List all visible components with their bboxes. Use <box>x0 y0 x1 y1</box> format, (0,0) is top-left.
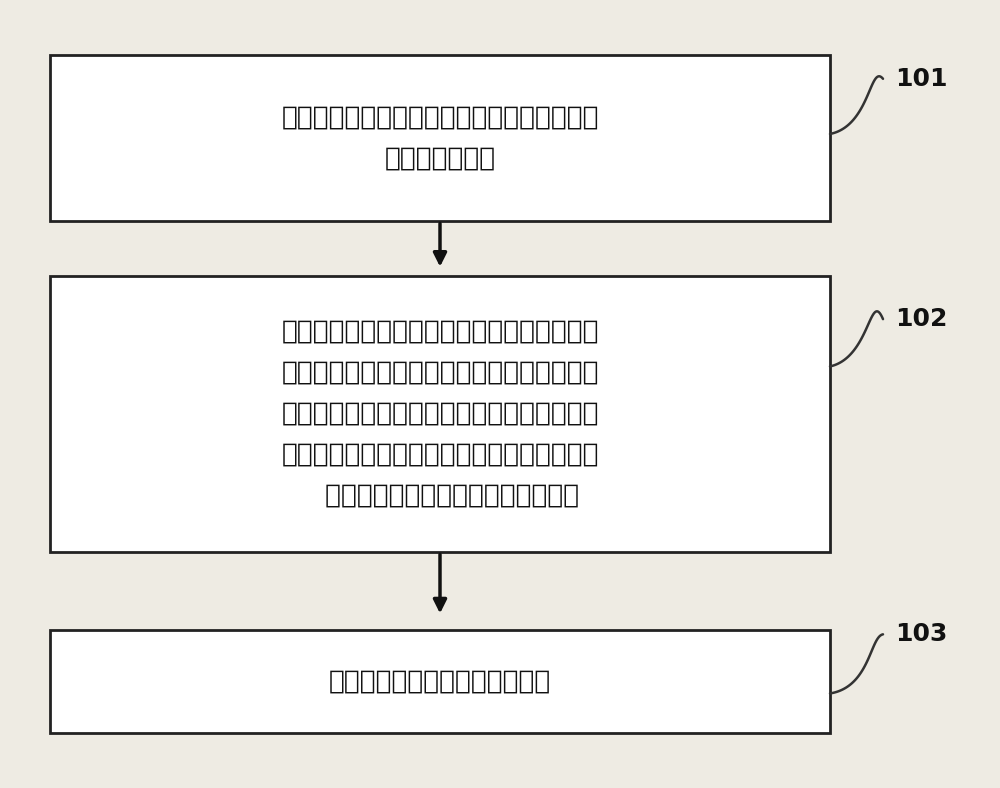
Text: 101: 101 <box>895 67 948 91</box>
Text: 向的第一取向层: 向的第一取向层 <box>384 146 496 171</box>
Text: 向层，第二取向层为具有设定螺距的硅氧烷侧: 向层，第二取向层为具有设定螺距的硅氧烷侧 <box>281 360 599 385</box>
Text: 在第一基板上形成覆盖基板面且沿第一方向取: 在第一基板上形成覆盖基板面且沿第一方向取 <box>281 105 599 130</box>
Text: 102: 102 <box>895 307 947 331</box>
FancyBboxPatch shape <box>50 276 830 552</box>
Text: 103: 103 <box>895 623 947 646</box>
Text: 具有至少一个贯穿列像素区的取向单元，每个: 具有至少一个贯穿列像素区的取向单元，每个 <box>281 442 599 467</box>
Text: 将第二基板和第一基板真空对盒: 将第二基板和第一基板真空对盒 <box>329 669 551 694</box>
FancyBboxPatch shape <box>50 55 830 221</box>
Text: 链液晶弹性体，第二取向层对应每个列像素区: 链液晶弹性体，第二取向层对应每个列像素区 <box>281 401 599 426</box>
Text: 在第一取向层上形成沿第二方向取向的第二取: 在第一取向层上形成沿第二方向取向的第二取 <box>281 319 599 344</box>
Text: 取向单元的宽度小于列像素区的宽度: 取向单元的宽度小于列像素区的宽度 <box>300 483 580 508</box>
FancyBboxPatch shape <box>50 630 830 733</box>
